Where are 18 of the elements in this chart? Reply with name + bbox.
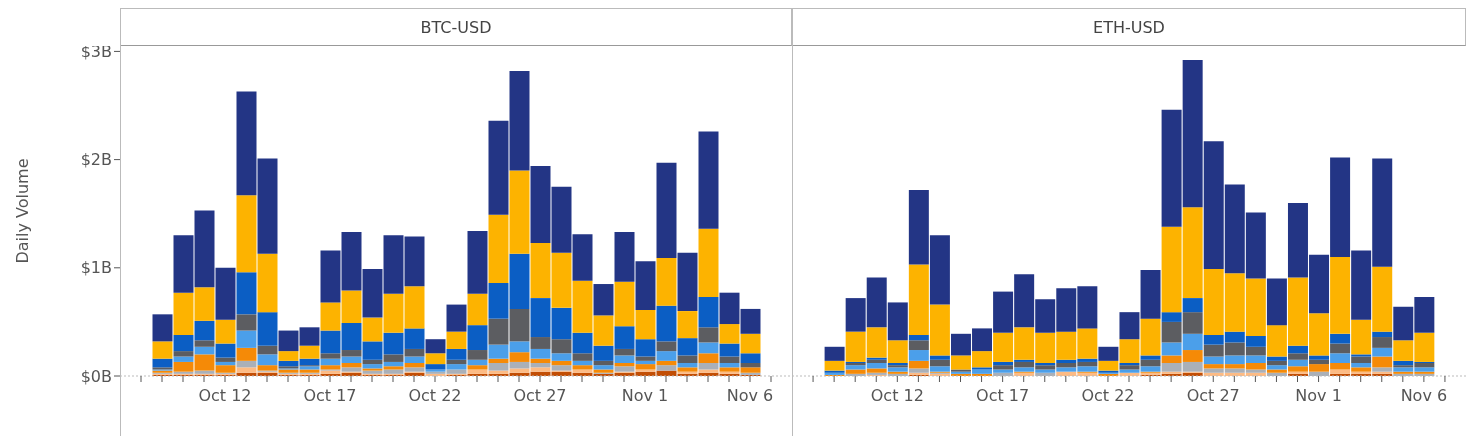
chart-title: BTC-USD [120, 8, 792, 46]
x-tick-label: Oct 22 [408, 386, 462, 406]
y-tick-label: $2B [80, 150, 112, 170]
x-tick-label: Oct 12 [870, 386, 924, 406]
x-tick-label: Oct 12 [198, 386, 252, 406]
x-tick-label: Oct 22 [1081, 386, 1135, 406]
chart-title: ETH-USD [792, 8, 1466, 46]
y-axis-title: Daily Volume [12, 158, 32, 264]
x-tick-label: Nov 1 [1295, 386, 1342, 406]
y-tick-label: $1B [80, 258, 112, 278]
x-tick-label: Nov 6 [1400, 386, 1448, 406]
x-tick-label: Nov 6 [726, 386, 774, 406]
y-tick-label: $0B [80, 366, 112, 386]
x-tick-label: Oct 27 [513, 386, 567, 406]
x-tick-label: Oct 17 [303, 386, 357, 406]
x-tick-label: Nov 1 [621, 386, 669, 406]
x-tick-label: Oct 17 [976, 386, 1030, 406]
x-tick-label: Oct 27 [1186, 386, 1240, 406]
